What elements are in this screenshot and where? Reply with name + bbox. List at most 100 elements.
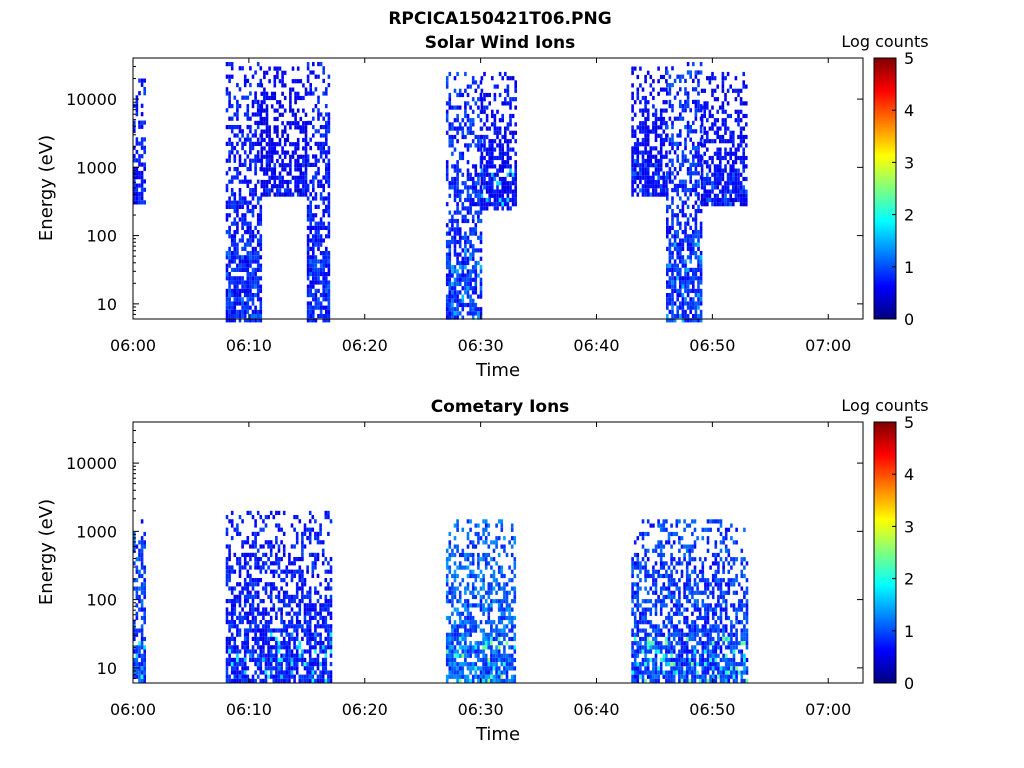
heatmap-cell: [445, 678, 449, 684]
heatmap-cell: [448, 662, 452, 667]
heatmap-cell: [697, 179, 700, 184]
heatmap-cell: [301, 552, 304, 557]
heatmap-cell: [228, 204, 231, 209]
heatmap-cell: [233, 259, 237, 264]
heatmap-cell: [293, 527, 296, 532]
heatmap-cell: [445, 561, 449, 566]
heatmap-cell: [241, 66, 244, 71]
heatmap-cell: [312, 234, 315, 239]
heatmap-cell: [228, 548, 231, 553]
heatmap-cell: [631, 95, 634, 101]
heatmap-cell: [329, 628, 333, 633]
heatmap-cell: [254, 91, 257, 96]
heatmap-cell: [639, 171, 642, 176]
heatmap-cell: [306, 666, 309, 671]
heatmap-cell: [451, 185, 454, 190]
heatmap-cell: [466, 565, 470, 570]
heatmap-cell: [251, 204, 255, 209]
heatmap-cell: [448, 632, 452, 637]
heatmap-cell: [689, 167, 692, 172]
heatmap-cell: [671, 162, 674, 167]
heatmap-cell: [734, 97, 738, 102]
heatmap-cell: [700, 113, 704, 119]
heatmap-cell: [487, 561, 491, 566]
heatmap-cell: [451, 611, 454, 616]
heatmap-cell: [633, 540, 637, 545]
heatmap-cell: [301, 678, 304, 683]
heatmap-cell: [466, 302, 470, 308]
heatmap-cell: [466, 607, 470, 612]
heatmap-cell: [228, 234, 231, 239]
heatmap-cell: [739, 97, 743, 102]
heatmap-cell: [228, 573, 231, 578]
heatmap-cell: [249, 238, 252, 243]
heatmap-cell: [301, 540, 304, 545]
heatmap-cell: [509, 147, 512, 152]
heatmap-cell: [466, 531, 470, 537]
heatmap-cell: [251, 301, 255, 306]
heatmap-cell: [228, 544, 231, 549]
heatmap-cell: [256, 561, 260, 566]
heatmap-cell: [689, 297, 692, 302]
colorbar-label: Log counts: [841, 32, 928, 51]
heatmap-cell: [243, 678, 247, 683]
heatmap-cell: [681, 263, 685, 268]
heatmap-cell: [665, 662, 668, 667]
heatmap-cell: [641, 167, 645, 172]
heatmap-cell: [306, 251, 310, 256]
heatmap-cell: [254, 171, 257, 176]
heatmap-cell: [490, 599, 493, 604]
heatmap-cell: [456, 223, 459, 228]
heatmap-cell: [228, 519, 231, 524]
heatmap-cell: [649, 83, 653, 88]
heatmap-cell: [281, 175, 284, 180]
heatmap-cell: [299, 95, 303, 101]
heatmap-cell: [458, 168, 462, 173]
heatmap-cell: [742, 164, 745, 169]
heatmap-cell: [510, 599, 514, 604]
heatmap-cell: [236, 263, 239, 268]
heatmap-cell: [254, 120, 257, 125]
heatmap-cell: [495, 678, 498, 684]
heatmap-cell: [263, 137, 266, 143]
heatmap-cell: [495, 628, 498, 633]
heatmap-cell: [694, 108, 698, 113]
heatmap-cell: [225, 301, 229, 306]
heatmap-cell: [308, 653, 312, 658]
heatmap-cell: [453, 670, 457, 675]
heatmap-cell: [636, 125, 640, 130]
heatmap-cell: [681, 297, 685, 302]
heatmap-cell: [482, 578, 485, 583]
heatmap-cell: [477, 565, 480, 570]
heatmap-cell: [745, 176, 748, 182]
heatmap-cell: [483, 172, 486, 177]
heatmap-cell: [479, 670, 483, 675]
heatmap-cell: [228, 569, 231, 574]
heatmap-cell: [681, 284, 685, 289]
heatmap-cell: [477, 210, 480, 215]
heatmap-cell: [469, 227, 472, 232]
heatmap-cell: [644, 578, 647, 583]
heatmap-cell: [492, 548, 496, 553]
heatmap-cell: [480, 97, 484, 102]
heatmap-cell: [306, 620, 309, 625]
heatmap-cell: [667, 573, 671, 579]
heatmap-cell: [484, 557, 488, 562]
heatmap-cell: [657, 158, 660, 164]
heatmap-cell: [508, 611, 511, 616]
heatmap-cell: [445, 315, 449, 320]
heatmap-cell: [243, 293, 247, 298]
heatmap-cell: [291, 112, 295, 117]
heatmap-cell: [281, 150, 284, 155]
heatmap-cell: [734, 160, 738, 165]
heatmap-cell: [243, 158, 247, 163]
heatmap-cell: [659, 167, 663, 172]
heatmap-cell: [737, 197, 740, 203]
heatmap-cell: [288, 649, 291, 654]
heatmap-cell: [453, 315, 457, 320]
heatmap-cell: [228, 649, 231, 654]
heatmap-cell: [273, 66, 277, 71]
heatmap-cell: [497, 620, 501, 625]
heatmap-cell: [639, 100, 642, 105]
heatmap-cell: [479, 620, 483, 625]
